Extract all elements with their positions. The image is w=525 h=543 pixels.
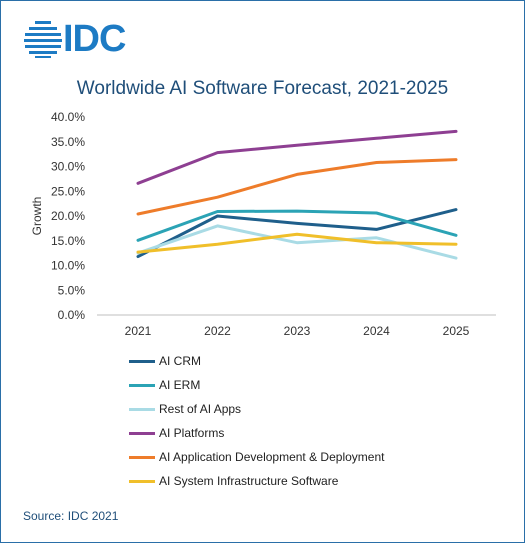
- legend-label: AI System Infrastructure Software: [159, 474, 339, 488]
- series-line: [136, 209, 458, 242]
- legend-label: AI Application Development & Deployment: [159, 450, 385, 464]
- x-tick-label: 2022: [204, 324, 231, 338]
- source-note: Source: IDC 2021: [23, 509, 119, 523]
- y-tick-label: 40.0%: [51, 110, 85, 124]
- legend-swatch: [129, 383, 155, 387]
- x-tick-label: 2023: [284, 324, 311, 338]
- legend-item: AI CRM: [129, 349, 384, 373]
- series-line: [136, 208, 458, 259]
- legend-label: AI ERM: [159, 378, 201, 392]
- legend-item: AI System Infrastructure Software: [129, 469, 384, 493]
- x-tick-label: 2025: [443, 324, 470, 338]
- legend-swatch: [129, 359, 155, 363]
- y-tick-label: 15.0%: [51, 234, 85, 248]
- legend-label: AI Platforms: [159, 426, 225, 440]
- y-tick-label: 20.0%: [51, 209, 85, 223]
- series-line: [136, 129, 458, 185]
- legend-item: AI Platforms: [129, 421, 384, 445]
- legend-swatch: [129, 479, 155, 483]
- idc-logo-globe-icon: [24, 21, 62, 58]
- y-tick-label: 30.0%: [51, 160, 85, 174]
- y-tick-label: 5.0%: [58, 283, 86, 297]
- legend-label: AI CRM: [159, 354, 201, 368]
- y-tick-label: 0.0%: [58, 308, 86, 322]
- chart-title: Worldwide AI Software Forecast, 2021-202…: [76, 78, 449, 99]
- legend-item: AI ERM: [129, 373, 384, 397]
- y-axis-label: Growth: [30, 197, 44, 236]
- y-tick-label: 35.0%: [51, 135, 85, 149]
- y-tick-label: 25.0%: [51, 184, 85, 198]
- legend-label: Rest of AI Apps: [159, 402, 242, 416]
- legend-swatch: [129, 431, 155, 435]
- legend-swatch: [129, 455, 155, 459]
- idc-logo-text: IDC: [63, 18, 126, 60]
- x-tick-label: 2021: [125, 324, 152, 338]
- series-line: [136, 232, 458, 254]
- legend-item: AI Application Development & Deployment: [129, 445, 384, 469]
- chart-legend: AI CRM AI ERM Rest of AI Apps AI Platforms A…: [129, 349, 384, 493]
- legend-item: Rest of AI Apps: [129, 397, 384, 421]
- series-line: [136, 158, 458, 216]
- legend-swatch: [129, 407, 155, 411]
- line-chart: 0.0% 5.0% 10.0% 15.0% 20.0% 25.0% 30.0% 35.0% 40…: [30, 110, 496, 338]
- x-tick-label: 2024: [363, 324, 390, 338]
- y-tick-label: 10.0%: [51, 259, 85, 273]
